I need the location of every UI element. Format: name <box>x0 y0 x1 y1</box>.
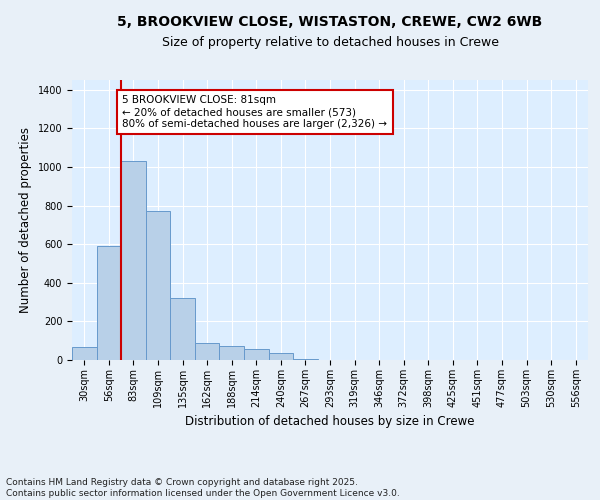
Text: Contains HM Land Registry data © Crown copyright and database right 2025.
Contai: Contains HM Land Registry data © Crown c… <box>6 478 400 498</box>
Bar <box>72 348 97 360</box>
Y-axis label: Number of detached properties: Number of detached properties <box>19 127 32 313</box>
Bar <box>244 350 269 360</box>
Text: Size of property relative to detached houses in Crewe: Size of property relative to detached ho… <box>161 36 499 49</box>
Bar <box>269 353 293 360</box>
Bar <box>97 246 121 360</box>
Bar <box>170 298 195 360</box>
Bar <box>220 346 244 360</box>
Bar <box>195 342 220 360</box>
Bar <box>146 212 170 360</box>
X-axis label: Distribution of detached houses by size in Crewe: Distribution of detached houses by size … <box>185 416 475 428</box>
Bar <box>293 359 318 360</box>
Text: 5, BROOKVIEW CLOSE, WISTASTON, CREWE, CW2 6WB: 5, BROOKVIEW CLOSE, WISTASTON, CREWE, CW… <box>118 16 542 30</box>
Bar <box>121 161 146 360</box>
Text: 5 BROOKVIEW CLOSE: 81sqm
← 20% of detached houses are smaller (573)
80% of semi-: 5 BROOKVIEW CLOSE: 81sqm ← 20% of detach… <box>122 96 388 128</box>
